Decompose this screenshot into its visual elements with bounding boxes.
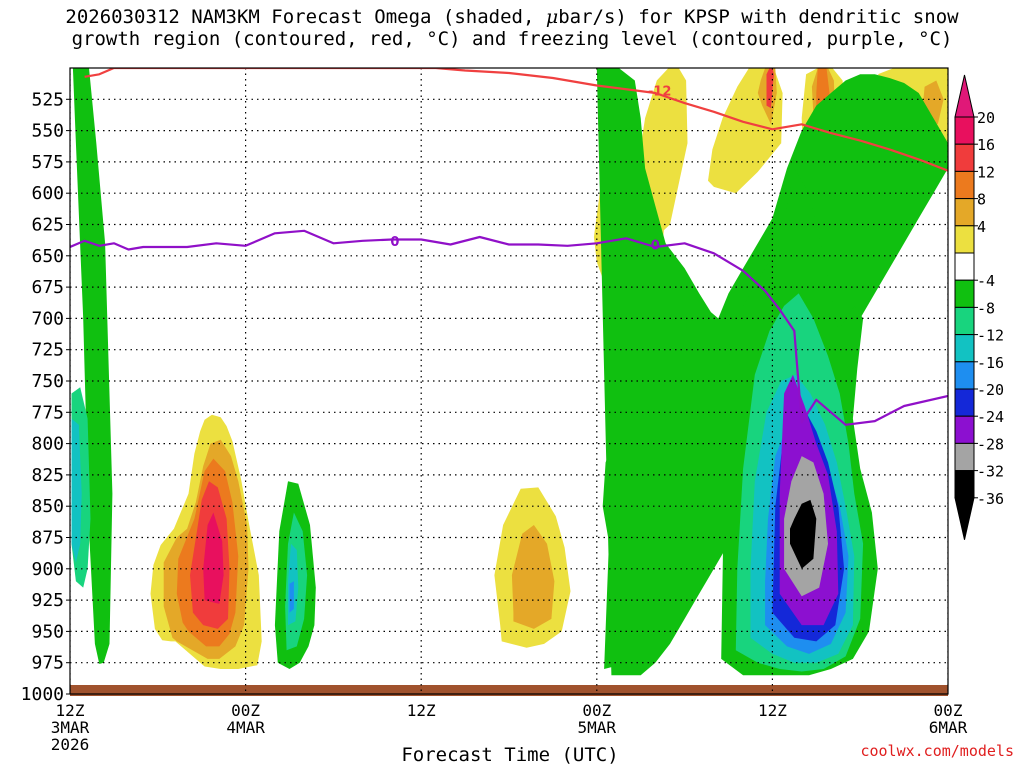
y-tick-label-650: 650	[31, 246, 64, 267]
colorbar-swatch-0	[954, 116, 975, 145]
y-tick-label-850: 850	[31, 496, 64, 517]
colorbar-label-4: 4	[977, 218, 986, 236]
credit-text: coolwx.com/models	[860, 742, 1014, 760]
x-tick-label-h48-0: 12Z	[758, 701, 787, 720]
y-tick-label-900: 900	[31, 559, 64, 580]
colorbar-bottom-arrow	[954, 497, 975, 540]
colorbar-label-7: -12	[977, 327, 1004, 345]
y-tick-label-825: 825	[31, 465, 64, 486]
colorbar-label-2: 12	[977, 163, 995, 181]
y-tick-label-600: 600	[31, 183, 64, 204]
y-tick-label-975: 975	[31, 653, 64, 674]
colorbar: 20 16 12 8 4 -4 -8 -12 -16 -20 -24 -28 -32 -36	[954, 74, 1004, 540]
colorbar-swatch-5	[954, 252, 975, 281]
y-tick-label-800: 800	[31, 434, 64, 455]
y-tick-label-925: 925	[31, 590, 64, 611]
omega-region-17	[72, 68, 113, 664]
pressure-axis: 525 550 575 600 625 650 675 700 725 750 775 800 825 8…	[21, 89, 70, 705]
colorbar-label-3: 8	[977, 191, 986, 209]
colorbar-label-6: -8	[977, 299, 995, 317]
colorbar-label-11: -28	[977, 435, 1004, 453]
colorbar-label-13: -36	[977, 490, 1004, 508]
colorbar-label-10: -24	[977, 408, 1004, 426]
contour-label-red: -12	[648, 84, 672, 99]
x-tick-label-h0-2: 2026	[51, 735, 90, 754]
x-tick-label-h12-0: 00Z	[231, 701, 260, 720]
y-tick-label-700: 700	[31, 308, 64, 329]
chart-subtitle: growth region (contoured, red, °C) and f…	[71, 28, 953, 50]
omega-region-6	[511, 525, 555, 629]
colorbar-swatch-2	[954, 170, 975, 200]
colorbar-label-5: -4	[977, 272, 995, 290]
colorbar-swatch-7	[954, 306, 975, 336]
colorbar-swatch-4	[954, 225, 975, 254]
y-tick-label-550: 550	[31, 121, 64, 142]
colorbar-swatch-6	[954, 279, 975, 308]
colorbar-swatch-12	[954, 442, 975, 472]
colorbar-swatch-9	[954, 361, 975, 390]
x-tick-label-h36-1: 5MAR	[578, 718, 617, 737]
colorbar-label-1: 16	[977, 136, 995, 154]
y-tick-label-525: 525	[31, 89, 64, 110]
x-tick-label-h0-0: 12Z	[56, 701, 85, 720]
colorbar-swatch-3	[954, 198, 975, 227]
contour-line-0	[84, 68, 948, 172]
colorbar-swatch-1	[954, 143, 975, 172]
x-tick-label-h36-0: 00Z	[582, 701, 611, 720]
colorbar-label-8: -16	[977, 354, 1004, 372]
y-tick-label-750: 750	[31, 371, 64, 392]
y-tick-label-1000: 1000	[21, 684, 64, 705]
y-tick-label-775: 775	[31, 402, 64, 423]
contour-label-purple-1: 0	[651, 239, 660, 254]
chart-title-end: bar/s) for KPSP with dendritic snow	[558, 6, 959, 28]
x-tick-label-h0-1: 3MAR	[51, 718, 90, 737]
x-tick-label-h60-0: 00Z	[934, 701, 963, 720]
colorbar-label-9: -20	[977, 381, 1004, 399]
x-tick-label-h12-1: 4MAR	[226, 718, 265, 737]
colorbar-swatch-13	[954, 470, 975, 499]
omega-region-11	[766, 68, 774, 109]
chart-title: 2026030312 NAM3KM Forecast Omega (shaded…	[0, 6, 1024, 28]
y-tick-label-575: 575	[31, 152, 64, 173]
colorbar-swatch-10	[954, 388, 975, 417]
colorbar-swatch-11	[954, 415, 975, 444]
chart-title-mu: μ	[545, 6, 559, 28]
contour-line-1	[70, 229, 948, 426]
y-tick-label-725: 725	[31, 340, 64, 361]
chart-title-text: 2026030312 NAM3KM Forecast Omega (shaded…	[65, 6, 546, 28]
y-tick-label-675: 675	[31, 277, 64, 298]
contour-label-purple-0: 0	[390, 235, 399, 250]
temperature-contours: -12 0 0	[70, 68, 948, 426]
omega-region-4	[203, 512, 224, 604]
colorbar-swatch-8	[954, 334, 975, 363]
x-axis-label: Forecast Time (UTC)	[401, 744, 619, 766]
colorbar-top-arrow	[954, 74, 975, 118]
x-tick-label-h24-0: 12Z	[407, 701, 436, 720]
colorbar-label-12: -32	[977, 463, 1004, 481]
omega-region-23	[289, 581, 294, 613]
omega-core-8	[790, 499, 817, 569]
surface-ground	[70, 685, 948, 696]
y-tick-label-875: 875	[31, 528, 64, 549]
y-tick-label-625: 625	[31, 215, 64, 236]
omega-region-19	[71, 418, 82, 563]
colorbar-label-0: 20	[977, 109, 995, 127]
y-tick-label-950: 950	[31, 621, 64, 642]
x-tick-label-h60-1: 6MAR	[929, 718, 968, 737]
